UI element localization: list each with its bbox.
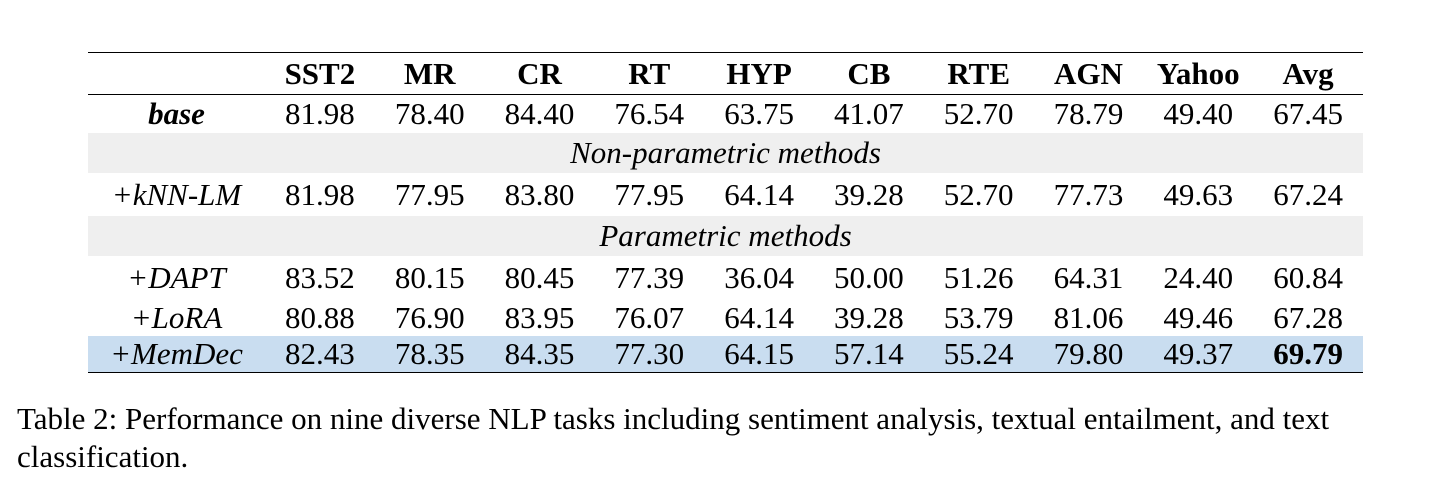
header-avg: Avg — [1253, 52, 1363, 95]
section-row-parametric: Parametric methods — [88, 215, 1363, 256]
header-sst2: SST2 — [265, 52, 375, 95]
table-cell: 80.15 — [394, 259, 465, 295]
table-cell: 78.35 — [374, 335, 485, 373]
table-cell: 49.40 — [1163, 96, 1234, 132]
header-rt: RT — [594, 52, 705, 95]
table-cell: 80.88 — [285, 299, 355, 335]
table-cell: 52.70 — [943, 96, 1014, 132]
table-cell: 79.80 — [1033, 335, 1144, 373]
table-cell: 76.07 — [614, 299, 685, 335]
header-mr: MR — [374, 52, 485, 95]
table-cell: 41.07 — [834, 96, 904, 132]
header-cb: CB — [813, 52, 924, 95]
header-cr: CR — [484, 52, 595, 95]
header-row: SST2 MR CR RT HYP CB RTE AGN Yahoo Avg — [88, 52, 1363, 95]
table-cell: 49.37 — [1143, 335, 1254, 373]
table-cell: 80.45 — [504, 259, 575, 295]
table-caption: Table 2: Performance on nine diverse NLP… — [17, 401, 1330, 474]
table-cell: 64.15 — [704, 335, 814, 373]
table-cell-best: 69.79 — [1253, 335, 1363, 373]
table-cell: 78.40 — [394, 96, 465, 132]
table-cell: 51.26 — [943, 259, 1014, 295]
table-cell: 82.43 — [265, 335, 375, 373]
table-cell: 64.14 — [724, 176, 794, 212]
table-cell: 57.14 — [813, 335, 924, 373]
table-row-memdec: +MemDec 82.43 78.35 84.35 77.30 64.15 57… — [88, 335, 1363, 373]
table-cell: 36.04 — [724, 259, 794, 295]
method-label: +DAPT — [127, 259, 226, 295]
table-cell: 67.45 — [1273, 96, 1343, 132]
table-cell: 49.46 — [1163, 299, 1234, 335]
header-rte: RTE — [923, 52, 1034, 95]
method-label: +MemDec — [88, 335, 265, 373]
table-cell: 81.98 — [285, 96, 355, 132]
table-cell: 64.31 — [1053, 259, 1124, 295]
table-cell: 81.06 — [1053, 299, 1124, 335]
table-cell: 77.30 — [594, 335, 705, 373]
method-label: +LoRA — [130, 299, 223, 335]
table-cell: 83.52 — [285, 259, 355, 295]
table-cell: 78.79 — [1053, 96, 1124, 132]
table-cell: 76.54 — [614, 96, 685, 132]
method-label: base — [148, 96, 205, 132]
results-table: SST2 MR CR RT HYP CB RTE AGN Yahoo Avg b… — [88, 52, 1363, 373]
table-cell: 53.79 — [943, 299, 1014, 335]
method-label: +kNN-LM — [111, 176, 242, 212]
table-cell: 84.40 — [504, 96, 575, 132]
table-cell: 49.63 — [1163, 176, 1234, 212]
table-cell: 77.95 — [394, 176, 465, 212]
section-row-nonparametric: Non-parametric methods — [88, 132, 1363, 173]
header-hyp: HYP — [704, 52, 814, 95]
table-cell: 83.80 — [504, 176, 575, 212]
header-method — [88, 52, 265, 95]
table-cell: 67.28 — [1273, 299, 1343, 335]
header-yahoo: Yahoo — [1143, 52, 1254, 95]
table-row-lora: +LoRA 80.88 76.90 83.95 76.07 64.14 39.2… — [88, 299, 1363, 336]
table-cell: 24.40 — [1163, 259, 1234, 295]
table-row-base: base 81.98 78.40 84.40 76.54 63.75 41.07… — [88, 95, 1363, 133]
table-cell: 63.75 — [724, 96, 794, 132]
section-label: Non-parametric methods — [570, 135, 881, 170]
table-cell: 60.84 — [1273, 259, 1343, 295]
table-cell: 81.98 — [285, 176, 355, 212]
table-cell: 67.24 — [1273, 176, 1343, 212]
table-cell: 52.70 — [943, 176, 1014, 212]
table-row-knn-lm: +kNN-LM 81.98 77.95 83.80 77.95 64.14 39… — [88, 173, 1363, 216]
results-table-container: SST2 MR CR RT HYP CB RTE AGN Yahoo Avg b… — [88, 52, 1363, 373]
table-cell: 76.90 — [394, 299, 465, 335]
section-label: Parametric methods — [599, 218, 852, 253]
table-cell: 39.28 — [834, 299, 904, 335]
table-row-dapt: +DAPT 83.52 80.15 80.45 77.39 36.04 50.0… — [88, 256, 1363, 299]
header-agn: AGN — [1033, 52, 1144, 95]
table-cell: 50.00 — [834, 259, 904, 295]
table-cell: 84.35 — [484, 335, 595, 373]
table-cell: 55.24 — [923, 335, 1034, 373]
table-cell: 77.39 — [614, 259, 685, 295]
table-cell: 77.73 — [1053, 176, 1124, 212]
table-cell: 39.28 — [834, 176, 904, 212]
table-cell: 77.95 — [614, 176, 685, 212]
table-cell: 64.14 — [724, 299, 794, 335]
table-cell: 83.95 — [504, 299, 575, 335]
